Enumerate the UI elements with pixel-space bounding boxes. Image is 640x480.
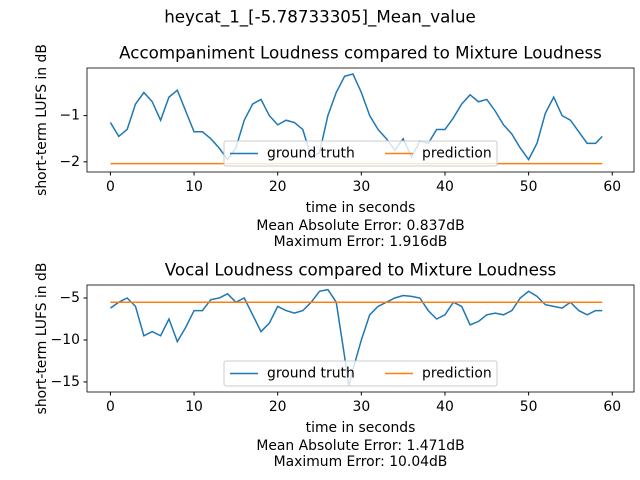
x-tick-label: 40	[436, 399, 454, 415]
x-axis-label: time in seconds	[306, 200, 416, 216]
series-line	[109, 73, 603, 161]
note: Mean Absolute Error: 1.471dB	[256, 438, 464, 454]
legend-label: prediction	[422, 146, 492, 162]
x-tick-label: 20	[269, 399, 287, 415]
chart-title: Accompaniment Loudness compared to Mixtu…	[119, 43, 602, 63]
legend-label: prediction	[422, 366, 492, 382]
x-tick-label: 60	[603, 179, 621, 195]
legend-label: ground truth	[267, 146, 355, 162]
x-axis-label: time in seconds	[306, 420, 416, 436]
x-tick-label: 50	[520, 399, 538, 415]
x-tick-label: 10	[185, 179, 203, 195]
y-axis-label: short-term LUFS in dB	[34, 263, 50, 415]
x-tick-label: 20	[269, 179, 287, 195]
y-tick-label: −1	[60, 108, 80, 124]
note: Maximum Error: 10.04dB	[274, 454, 448, 470]
legend-label: ground truth	[267, 366, 355, 382]
x-tick-label: 0	[106, 399, 115, 415]
y-tick-label: −15	[51, 374, 80, 390]
x-tick-label: 10	[185, 399, 203, 415]
x-tick-label: 60	[603, 399, 621, 415]
legend: ground truth prediction	[223, 140, 498, 167]
x-tick-label: 40	[436, 179, 454, 195]
x-tick-label: 0	[106, 179, 115, 195]
chart-title: Vocal Loudness compared to Mixture Loudn…	[165, 260, 556, 280]
legend: ground truth prediction	[223, 360, 498, 387]
legend-box	[223, 140, 498, 167]
x-tick-label: 30	[352, 399, 370, 415]
axes-frame	[86, 67, 635, 173]
y-tick-label: −2	[60, 154, 80, 170]
note: Maximum Error: 1.916dB	[274, 234, 448, 250]
x-tick-label: 30	[352, 179, 370, 195]
figure-title: heycat_1_[-5.78733305]_Mean_value	[164, 7, 476, 28]
y-tick-label: −10	[51, 332, 80, 348]
y-tick-label: −5	[60, 290, 80, 306]
note: Mean Absolute Error: 0.837dB	[256, 218, 464, 234]
y-axis-label: short-term LUFS in dB	[34, 44, 50, 196]
x-tick-label: 50	[520, 179, 538, 195]
legend-box	[223, 360, 498, 387]
axes-frame	[86, 284, 635, 393]
